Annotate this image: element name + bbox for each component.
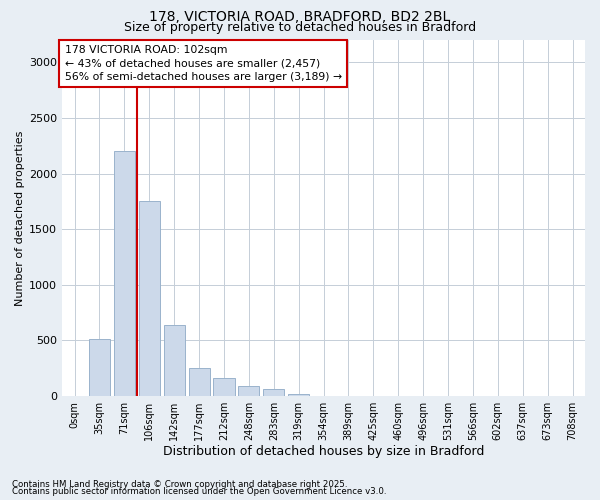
- Text: Contains public sector information licensed under the Open Government Licence v3: Contains public sector information licen…: [12, 487, 386, 496]
- Bar: [114, 152, 135, 396]
- Bar: [263, 389, 284, 396]
- Bar: [214, 378, 235, 396]
- X-axis label: Distribution of detached houses by size in Bradford: Distribution of detached houses by size …: [163, 444, 484, 458]
- Bar: [238, 386, 259, 396]
- Bar: [139, 202, 160, 396]
- Text: Contains HM Land Registry data © Crown copyright and database right 2025.: Contains HM Land Registry data © Crown c…: [12, 480, 347, 489]
- Text: 178, VICTORIA ROAD, BRADFORD, BD2 2BL: 178, VICTORIA ROAD, BRADFORD, BD2 2BL: [149, 10, 451, 24]
- Text: 178 VICTORIA ROAD: 102sqm
← 43% of detached houses are smaller (2,457)
56% of se: 178 VICTORIA ROAD: 102sqm ← 43% of detac…: [65, 46, 342, 82]
- Text: Size of property relative to detached houses in Bradford: Size of property relative to detached ho…: [124, 21, 476, 34]
- Y-axis label: Number of detached properties: Number of detached properties: [15, 130, 25, 306]
- Bar: [288, 394, 309, 396]
- Bar: [164, 325, 185, 396]
- Bar: [188, 368, 209, 396]
- Bar: [89, 340, 110, 396]
